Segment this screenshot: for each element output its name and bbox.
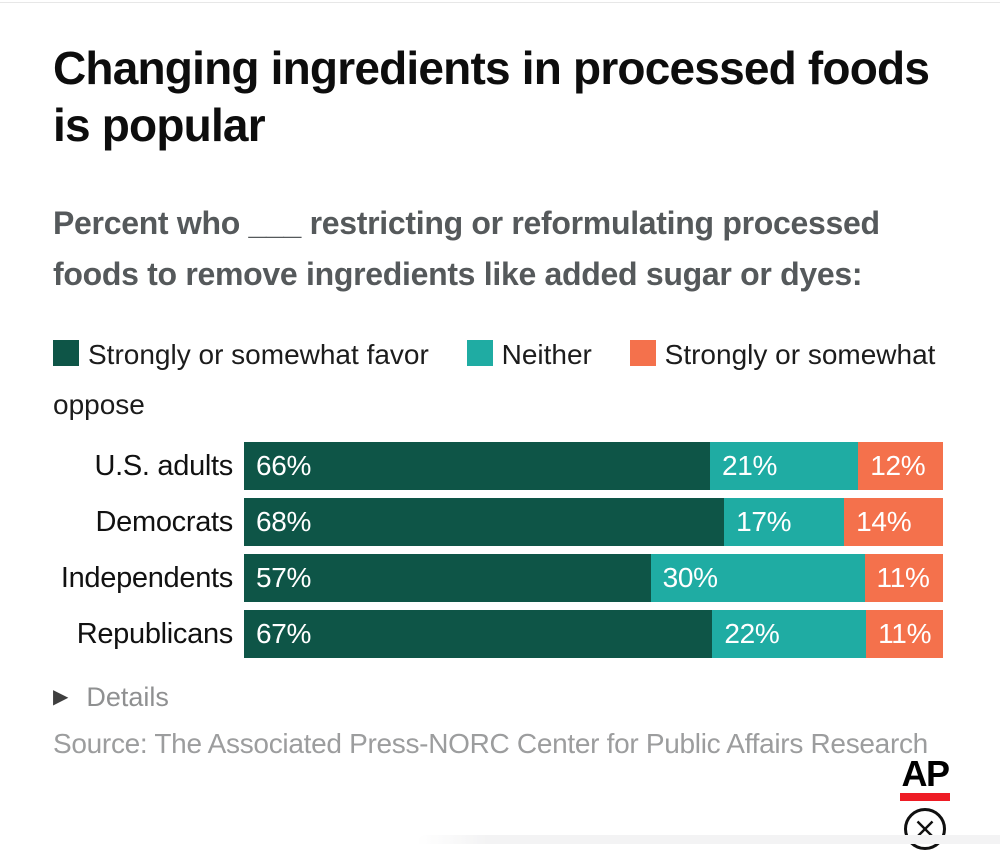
bar-segment: 14% [844, 498, 943, 546]
stacked-bar: 67% 22% 11% [244, 610, 943, 658]
bar-value-label: 12% [870, 450, 926, 481]
bar-row: Independents 57% 30% 11% [53, 554, 943, 602]
chart-title: Changing ingredients in processed foods … [53, 42, 930, 151]
legend-swatch [53, 340, 79, 366]
legend-swatch [629, 340, 656, 366]
stacked-bar: 66% 21% 12% [244, 442, 943, 490]
chart-subtitle: Percent who ___ restricting or reformula… [53, 205, 880, 292]
bar-value-label: 21% [722, 450, 778, 481]
bar-value-label: 66% [256, 450, 312, 481]
ap-logo-red-bar [900, 793, 950, 801]
top-divider [0, 2, 1000, 3]
stacked-bar: 68% 17% 14% [244, 498, 943, 546]
legend-label: Neither [501, 339, 592, 370]
details-label: Details [86, 682, 169, 712]
bar-segment: 57% [244, 554, 651, 602]
legend-label: Strongly or somewhat oppose [53, 339, 936, 420]
details-toggle[interactable]: ▶ Details [53, 680, 169, 714]
ap-logo-text: AP [901, 753, 950, 794]
disclosure-triangle-icon: ▶ [53, 686, 69, 708]
bottom-card-edge [417, 835, 1000, 844]
bar-segment: 68% [244, 498, 725, 546]
bar-value-label: 17% [736, 506, 792, 537]
bar-segment: 12% [858, 442, 943, 490]
legend-swatch [466, 340, 493, 366]
bar-value-label: 14% [856, 506, 912, 537]
bar-segment: 11% [864, 554, 943, 602]
legend: Strongly or somewhat favor Neither Stron… [53, 330, 938, 430]
bar-segment: 30% [650, 554, 865, 602]
category-label: Democrats [95, 505, 234, 538]
bar-row: U.S. adults 66% 21% 12% [53, 442, 943, 490]
legend-item: Strongly or somewhat oppose [53, 339, 935, 420]
stacked-bar-chart: U.S. adults 66% 21% 12% Democrats 68% 17% 14… [53, 442, 943, 658]
legend-item: Neither [466, 339, 592, 370]
bar-value-label: 67% [256, 618, 312, 649]
bar-segment: 67% [244, 610, 713, 658]
bar-segment: 21% [710, 442, 859, 490]
bar-value-label: 68% [256, 506, 312, 537]
source-credit: Source: The Associated Press-NORC Center… [53, 728, 928, 759]
legend-item: Strongly or somewhat favor [53, 339, 429, 370]
legend-label: Strongly or somewhat favor [88, 339, 429, 370]
category-label: U.S. adults [94, 449, 233, 482]
bar-row: Democrats 68% 17% 14% [53, 498, 943, 546]
bar-value-label: 57% [256, 562, 312, 593]
bar-segment: 22% [712, 610, 867, 658]
bar-value-label: 11% [878, 618, 932, 649]
bar-segment: 11% [866, 610, 943, 658]
category-label: Republicans [76, 617, 234, 650]
bar-segment: 66% [244, 442, 710, 490]
bar-value-label: 11% [876, 562, 930, 593]
bar-value-label: 22% [724, 618, 780, 649]
stacked-bar: 57% 30% 11% [244, 554, 943, 602]
bar-segment: 17% [724, 498, 845, 546]
bar-row: Republicans 67% 22% 11% [53, 610, 943, 658]
close-x-icon [916, 820, 934, 838]
bar-value-label: 30% [662, 562, 718, 593]
category-label: Independents [60, 561, 233, 594]
